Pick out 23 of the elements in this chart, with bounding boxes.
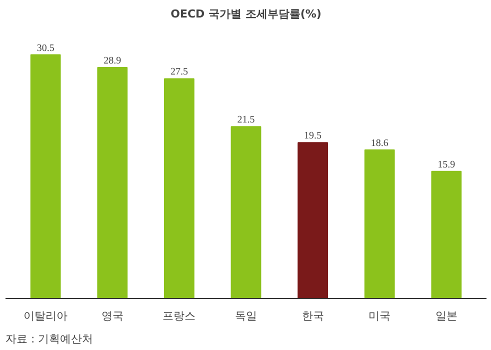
x-tick-label: 한국: [302, 310, 324, 322]
bar: [30, 54, 61, 298]
data-label: 21.5: [237, 114, 255, 126]
data-label: 19.5: [304, 130, 322, 142]
data-label: 30.5: [36, 42, 54, 54]
bar: [230, 126, 262, 298]
bar: [298, 142, 328, 298]
bar: [364, 149, 395, 298]
bar: [164, 78, 194, 298]
chart-title: OECD 국가별 조세부담률(%): [170, 8, 322, 20]
data-label: 27.5: [170, 66, 188, 78]
data-label: 28.9: [104, 56, 122, 67]
x-tick-label: 이탈리아: [24, 310, 68, 322]
bar: [97, 67, 128, 298]
data-label: 15.9: [438, 159, 456, 170]
text: 자료 : 기획예산처: [6, 332, 94, 346]
x-tick-label: 프랑스: [162, 310, 196, 322]
x-tick-label: 영국: [101, 310, 124, 322]
bar: [431, 170, 462, 298]
data-label: 18.6: [370, 138, 388, 149]
x-tick-label: 미국: [368, 310, 391, 322]
x-tick-label: 독일: [235, 310, 257, 322]
x-tick-label: 일본: [435, 310, 458, 322]
